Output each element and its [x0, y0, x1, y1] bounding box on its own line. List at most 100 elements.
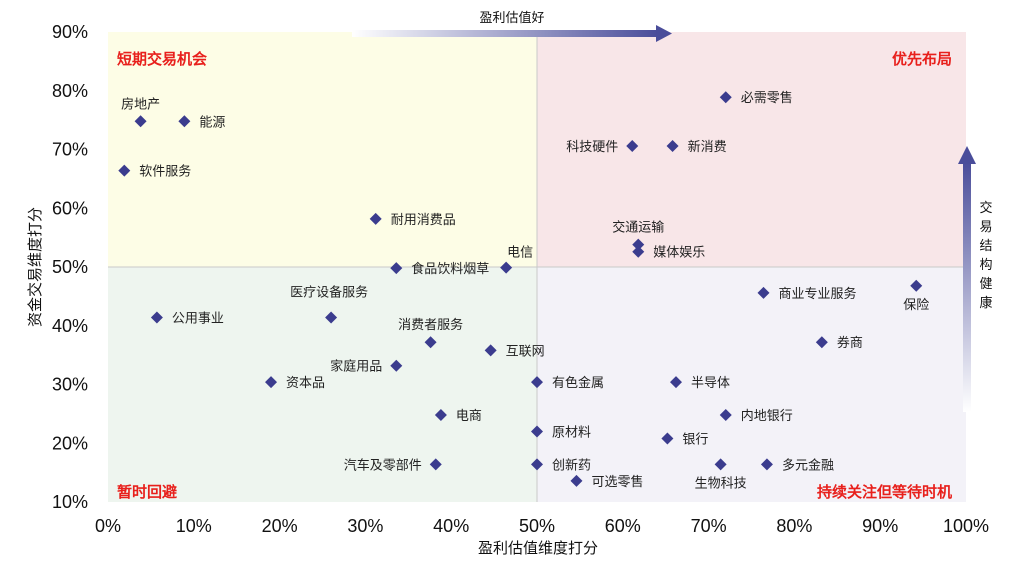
point-label: 公用事业	[172, 312, 224, 327]
point-marker	[150, 311, 163, 324]
data-point: 内地银行	[719, 408, 793, 424]
point-label: 原材料	[552, 426, 591, 441]
x-tick-label: 70%	[691, 516, 727, 536]
y-axis-label: 资金交易维度打分	[26, 207, 44, 327]
y-tick-label: 80%	[52, 81, 88, 101]
data-point: 生物科技	[695, 458, 747, 491]
data-point: 汽车及零部件	[344, 457, 442, 473]
quadrant-top-left	[108, 32, 537, 267]
point-label: 科技硬件	[566, 140, 618, 155]
x-tick-label: 100%	[943, 516, 989, 536]
data-point: 科技硬件	[566, 139, 639, 155]
point-marker	[632, 245, 645, 258]
point-label: 电商	[456, 409, 482, 424]
data-point: 交通运输	[612, 220, 664, 251]
right-arrow-label-char: 健	[979, 277, 992, 292]
data-point: 半导体	[669, 376, 730, 391]
point-label: 内地银行	[741, 408, 793, 424]
data-point: 原材料	[531, 425, 591, 441]
y-tick-label: 30%	[52, 375, 88, 395]
right-arrow-label-char: 结	[979, 239, 992, 254]
point-marker	[570, 474, 583, 487]
data-point: 有色金属	[531, 375, 604, 391]
point-label: 电信	[507, 246, 533, 261]
point-label: 资本品	[286, 376, 325, 391]
y-tick-label: 10%	[52, 492, 88, 512]
data-point: 家庭用品	[330, 359, 403, 375]
point-marker	[325, 311, 338, 324]
data-point: 食品饮料烟草	[390, 261, 489, 277]
x-tick-label: 20%	[262, 516, 298, 536]
data-point: 房地产	[121, 96, 160, 128]
point-marker	[669, 376, 682, 389]
right-arrow-label-char: 易	[979, 220, 992, 235]
point-marker	[390, 262, 403, 275]
point-label: 新消费	[688, 139, 727, 155]
data-point: 互联网	[484, 344, 545, 359]
y-tick-label: 40%	[52, 316, 88, 336]
data-point: 新消费	[666, 139, 727, 155]
x-axis-label: 盈利估值维度打分	[478, 539, 598, 557]
point-marker	[369, 212, 382, 225]
point-label: 券商	[837, 335, 863, 351]
point-label: 商业专业服务	[779, 286, 857, 302]
data-point: 券商	[815, 335, 863, 351]
right-arrow	[958, 146, 976, 412]
point-label: 耐用消费品	[391, 213, 456, 228]
point-marker	[178, 115, 191, 128]
point-label: 家庭用品	[330, 359, 382, 375]
quadrant-bottom-left	[108, 267, 537, 502]
point-label: 交通运输	[612, 220, 664, 236]
quadrant-label-bottom-left: 暂时回避	[117, 483, 177, 501]
point-label: 媒体娱乐	[653, 246, 705, 261]
point-label: 汽车及零部件	[344, 457, 422, 473]
point-label: 必需零售	[741, 90, 793, 106]
point-label: 食品饮料烟草	[411, 261, 489, 277]
point-marker	[390, 359, 403, 372]
point-label: 半导体	[691, 376, 730, 391]
point-marker	[714, 458, 727, 471]
point-label: 互联网	[506, 344, 545, 359]
right-arrow-label-char: 构	[979, 258, 992, 273]
x-tick-label: 30%	[347, 516, 383, 536]
point-label: 银行	[682, 433, 708, 448]
point-marker	[531, 425, 543, 438]
point-marker	[434, 409, 447, 422]
quadrant-bottom-right	[537, 267, 966, 502]
point-marker	[626, 139, 639, 152]
y-tick-label: 70%	[52, 140, 88, 160]
data-point: 创新药	[531, 457, 591, 473]
data-point: 电信	[500, 246, 533, 274]
point-label: 医疗设备服务	[290, 285, 368, 301]
quadrant-label-bottom-right: 持续关注但等待时机	[817, 483, 952, 501]
x-tick-label: 80%	[776, 516, 812, 536]
data-point: 商业专业服务	[757, 286, 857, 302]
data-point: 医疗设备服务	[290, 285, 368, 324]
point-marker	[531, 458, 543, 471]
data-point: 可选零售	[570, 474, 643, 490]
point-label: 软件服务	[139, 164, 191, 180]
data-point: 耐用消费品	[369, 212, 456, 228]
point-label: 可选零售	[591, 474, 643, 490]
data-point: 消费者服务	[398, 317, 463, 349]
data-point: 媒体娱乐	[632, 245, 705, 261]
data-point: 必需零售	[719, 90, 793, 106]
x-tick-label: 50%	[519, 516, 555, 536]
data-point: 保险	[903, 279, 929, 313]
data-point: 多元金融	[760, 457, 834, 473]
point-marker	[429, 458, 442, 471]
point-marker	[815, 336, 828, 349]
x-tick-label: 40%	[433, 516, 469, 536]
y-axis-ticks: 10% 20% 30% 40% 50% 60% 70% 80% 90%	[52, 22, 88, 512]
y-tick-label: 60%	[52, 198, 88, 218]
x-tick-label: 90%	[862, 516, 898, 536]
right-arrow-label-char: 交	[979, 200, 992, 216]
point-marker	[484, 344, 497, 357]
quadrant-label-top-left: 短期交易机会	[117, 50, 207, 68]
point-marker	[661, 432, 674, 445]
point-marker	[719, 409, 732, 422]
point-marker	[118, 164, 131, 177]
point-marker	[910, 279, 923, 292]
point-label: 能源	[199, 115, 225, 130]
